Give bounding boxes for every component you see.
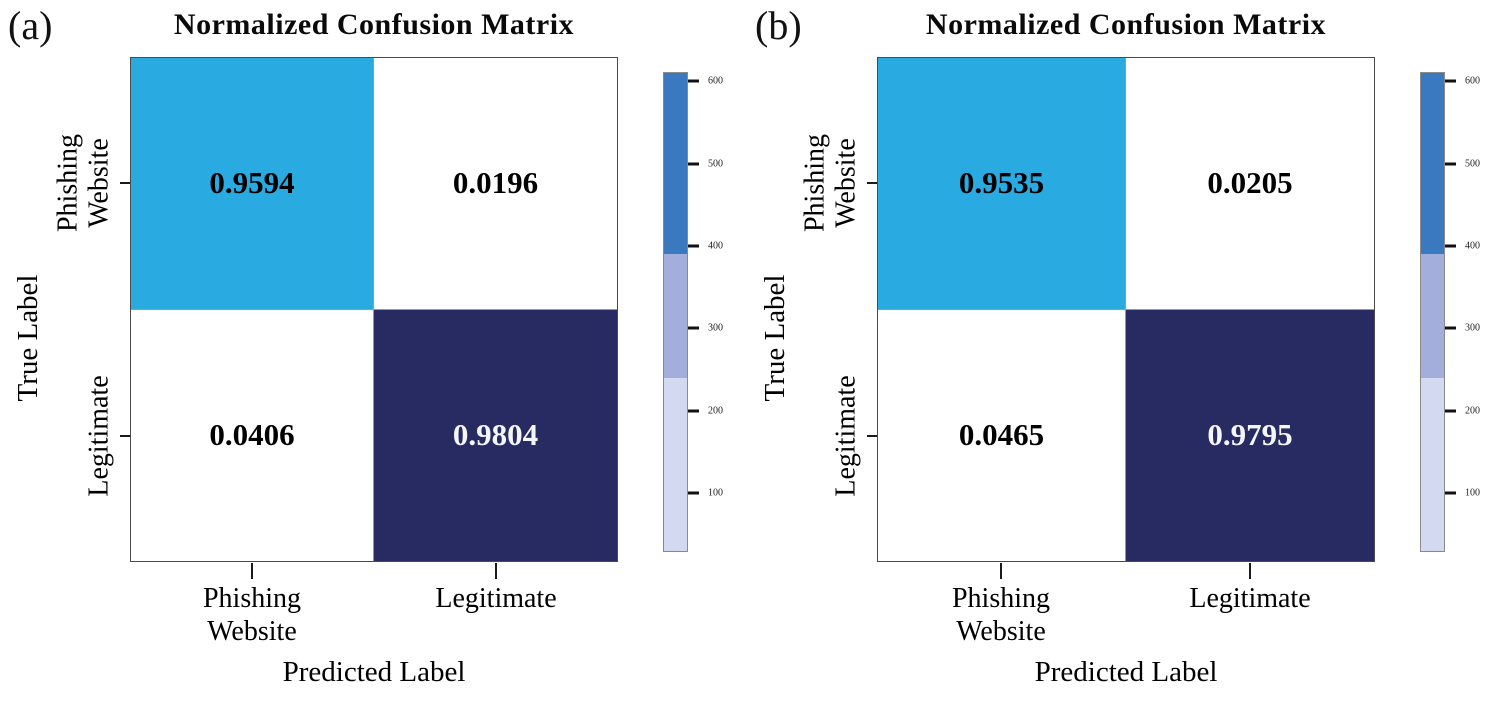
matrix-cell-true-phishing-pred-phishing: 0.9594 bbox=[131, 58, 374, 310]
colorbar-tick-label: 600 bbox=[708, 75, 723, 87]
matrix-cell-true-legitimate-pred-legitimate: 0.9795 bbox=[1126, 309, 1374, 561]
ytick-line: Phishing bbox=[799, 133, 831, 233]
xtick-line: Phishing bbox=[202, 583, 302, 614]
colorbar-tick-mark bbox=[1445, 244, 1456, 248]
colorbar-tick-label: 500 bbox=[1465, 158, 1480, 170]
cell-value: 0.0196 bbox=[452, 165, 539, 201]
colorbar-tick-label: 300 bbox=[708, 322, 723, 334]
cell-value: 0.9535 bbox=[958, 165, 1045, 201]
panel-a-x-axis-label: Predicted Label bbox=[282, 656, 466, 688]
panel-b-colorbar: 600 500 400 300 200 100 bbox=[1420, 72, 1480, 552]
colorbar-tick-mark bbox=[688, 409, 699, 413]
colorbar-tick-mark bbox=[688, 326, 699, 330]
panel-a-title: Normalized Confusion Matrix bbox=[173, 8, 575, 41]
colorbar-segment-mid bbox=[1421, 254, 1444, 378]
matrix-cell-true-phishing-pred-phishing: 0.9535 bbox=[878, 58, 1126, 310]
colorbar-tick-mark bbox=[688, 162, 699, 166]
panel-b-ytick-mark bbox=[867, 435, 877, 437]
matrix-cell-true-legitimate-pred-legitimate: 0.9804 bbox=[374, 309, 617, 561]
matrix-cell-true-legitimate-pred-phishing: 0.0406 bbox=[131, 309, 374, 561]
panel-b-xtick-phishing-website: Phishing Website bbox=[952, 582, 1050, 648]
xtick-line: Website bbox=[207, 616, 297, 648]
panel-b-xtick-mark bbox=[1249, 563, 1251, 579]
panel-a-confusion-matrix: 0.9594 0.0196 0.0406 0.9804 bbox=[130, 57, 618, 562]
colorbar-segment-mid bbox=[664, 254, 687, 378]
panel-a-ytick-mark bbox=[120, 182, 130, 184]
panel-a-ytick-mark bbox=[120, 435, 130, 437]
panel-b-ytick-mark bbox=[867, 182, 877, 184]
xtick-line: Phishing bbox=[951, 583, 1051, 614]
panel-a-ytick-phishing-website: Phishing Website bbox=[53, 134, 116, 232]
colorbar-tick-mark bbox=[1445, 491, 1456, 495]
colorbar-tick-mark bbox=[688, 244, 699, 248]
panel-a-xtick-phishing-website: Phishing Website bbox=[203, 582, 301, 648]
cell-value: 0.9804 bbox=[452, 417, 539, 453]
ytick-line: Website bbox=[84, 138, 115, 228]
colorbar-segment-high bbox=[1421, 73, 1444, 255]
colorbar-tick-mark bbox=[1445, 409, 1456, 413]
panel-a-xtick-mark bbox=[495, 563, 497, 579]
cell-value: 0.9594 bbox=[209, 165, 295, 201]
panel-a-tag: (a) bbox=[8, 3, 53, 48]
panel-b-y-axis-label: True Label bbox=[758, 274, 791, 402]
matrix-cell-true-legitimate-pred-phishing: 0.0465 bbox=[878, 309, 1126, 561]
colorbar-tick-label: 600 bbox=[1465, 75, 1480, 87]
colorbar-tick-label: 100 bbox=[708, 487, 723, 499]
ytick-line: Website bbox=[831, 138, 862, 228]
panel-a-y-axis-label: True Label bbox=[11, 274, 44, 402]
colorbar-segment-low bbox=[1421, 377, 1444, 551]
panel-b-x-axis-label: Predicted Label bbox=[1034, 656, 1218, 688]
cell-value: 0.0406 bbox=[209, 417, 295, 453]
panel-b-title: Normalized Confusion Matrix bbox=[925, 8, 1327, 41]
panel-b-confusion-matrix: 0.9535 0.0205 0.0465 0.9795 bbox=[877, 57, 1375, 562]
colorbar-segment-high bbox=[664, 73, 687, 255]
matrix-cell-true-phishing-pred-legitimate: 0.0205 bbox=[1126, 58, 1374, 310]
cell-value: 0.0465 bbox=[958, 417, 1045, 453]
panel-b-ytick-legitimate: Legitimate bbox=[830, 375, 862, 497]
cell-value: 0.9795 bbox=[1207, 417, 1293, 453]
panel-b-xtick-legitimate: Legitimate bbox=[1189, 583, 1311, 614]
colorbar-tick-mark bbox=[688, 79, 699, 83]
colorbar-tick-label: 500 bbox=[708, 158, 723, 170]
panel-a-xtick-legitimate: Legitimate bbox=[435, 583, 557, 614]
colorbar-tick-mark bbox=[1445, 79, 1456, 83]
ytick-line: Phishing bbox=[52, 133, 84, 233]
colorbar-tick-mark bbox=[1445, 162, 1456, 166]
panel-b-xtick-mark bbox=[1000, 563, 1002, 579]
colorbar-tick-label: 400 bbox=[1465, 240, 1480, 252]
colorbar-tick-label: 200 bbox=[1465, 405, 1480, 417]
colorbar-tick-label: 300 bbox=[1465, 322, 1480, 334]
matrix-cell-true-phishing-pred-legitimate: 0.0196 bbox=[374, 58, 617, 310]
panel-a-ytick-legitimate: Legitimate bbox=[83, 375, 115, 497]
colorbar-tick-mark bbox=[688, 491, 699, 495]
panel-a-colorbar: 600 500 400 300 200 100 bbox=[663, 72, 723, 552]
panel-a-xtick-mark bbox=[251, 563, 253, 579]
panel-b-ytick-phishing-website: Phishing Website bbox=[800, 134, 863, 232]
colorbar-segment-low bbox=[664, 377, 687, 551]
colorbar-tick-mark bbox=[1445, 326, 1456, 330]
xtick-line: Website bbox=[956, 616, 1046, 648]
colorbar-tick-label: 400 bbox=[708, 240, 723, 252]
colorbar-tick-label: 200 bbox=[708, 405, 723, 417]
cell-value: 0.0205 bbox=[1207, 165, 1293, 201]
panel-b-tag: (b) bbox=[755, 3, 802, 48]
colorbar-tick-label: 100 bbox=[1465, 487, 1480, 499]
